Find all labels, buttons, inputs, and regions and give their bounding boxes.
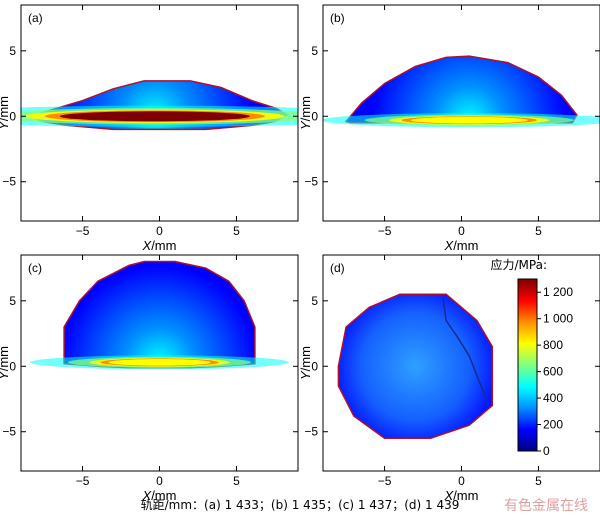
colorbar-title: 应力/MPa:	[491, 257, 548, 272]
contact-patch	[323, 55, 600, 128]
contact-patch	[337, 293, 494, 440]
y-axis-label: Y/mm	[0, 96, 11, 130]
x-tick-label: 0	[458, 474, 465, 488]
y-tick-label: −5	[304, 425, 318, 439]
colorbar: 应力/MPa: 0 200 400 600 800 1 000 1 200	[491, 257, 574, 458]
x-tick-label: 5	[233, 474, 240, 488]
x-axis-label: X/mm	[142, 488, 177, 503]
figure-caption: 轨距/mm：(a) 1 433；(b) 1 435；(c) 1 437；(d) …	[140, 498, 460, 512]
contact-outline	[337, 293, 494, 440]
y-axis-label: Y/mm	[0, 346, 11, 380]
y-tick-label: 0	[9, 109, 16, 123]
watermark: 有色金属在线	[504, 498, 588, 514]
contact-patch	[30, 260, 289, 370]
x-axis-label: X/mm	[444, 488, 479, 503]
y-tick-label: −5	[304, 175, 318, 189]
x-tick-label: −5	[76, 224, 90, 238]
x-axis-label: X/mm	[142, 238, 177, 253]
crack-line	[442, 298, 487, 400]
panel-4: −5 0 5 −5 0 5 X/mm Y/mm (d) 应力/MPa: 0 200 400 600 800 1…	[298, 254, 600, 503]
x-tick-label: 0	[156, 474, 163, 488]
contact-outline	[344, 55, 578, 124]
x-tick-label: 0	[156, 224, 163, 238]
y-tick-label: 0	[311, 109, 318, 123]
stress-band	[410, 116, 528, 124]
panel-2: −5 0 5 −5 0 5 X/mm Y/mm (b)	[298, 4, 600, 253]
panel-1: −5 0 5 −5 0 5 X/mm Y/mm (a)	[0, 4, 299, 253]
panel-label: (b)	[330, 11, 345, 25]
panel-label: (c)	[28, 261, 42, 275]
colorbar-tick-label: 1 200	[543, 285, 573, 299]
colorbar-tick-label: 600	[543, 365, 563, 379]
colorbar-gradient	[517, 278, 538, 452]
y-tick-label: 5	[9, 44, 16, 58]
y-tick-label: −5	[2, 425, 16, 439]
contact-patch	[21, 80, 298, 131]
colorbar-tick-label: 400	[543, 391, 563, 405]
x-tick-label: 5	[233, 224, 240, 238]
panel-label: (a)	[28, 11, 43, 25]
y-tick-label: 5	[311, 44, 318, 58]
colorbar-tick-label: 200	[543, 418, 563, 432]
colorbar-tick-label: 0	[543, 444, 550, 458]
y-axis-label: Y/mm	[298, 96, 313, 130]
y-tick-label: 0	[311, 359, 318, 373]
panel-3: −5 0 5 −5 0 5 X/mm Y/mm (c)	[0, 254, 299, 503]
stress-band	[59, 111, 250, 122]
y-tick-label: 5	[311, 294, 318, 308]
y-axis-label: Y/mm	[298, 346, 313, 380]
x-tick-label: −5	[378, 224, 392, 238]
x-tick-label: −5	[76, 474, 90, 488]
y-tick-label: −5	[2, 175, 16, 189]
x-tick-label: 5	[535, 224, 542, 238]
contact-outline	[63, 260, 256, 369]
panel-label: (d)	[330, 261, 345, 275]
y-tick-label: 0	[9, 359, 16, 373]
x-tick-label: 5	[535, 474, 542, 488]
colorbar-tick-label: 1 000	[543, 312, 573, 326]
colorbar-tick-label: 800	[543, 338, 563, 352]
x-axis-label: X/mm	[444, 238, 479, 253]
stress-band	[108, 359, 211, 366]
y-tick-label: 5	[9, 294, 16, 308]
x-tick-label: 0	[458, 224, 465, 238]
x-tick-label: −5	[378, 474, 392, 488]
